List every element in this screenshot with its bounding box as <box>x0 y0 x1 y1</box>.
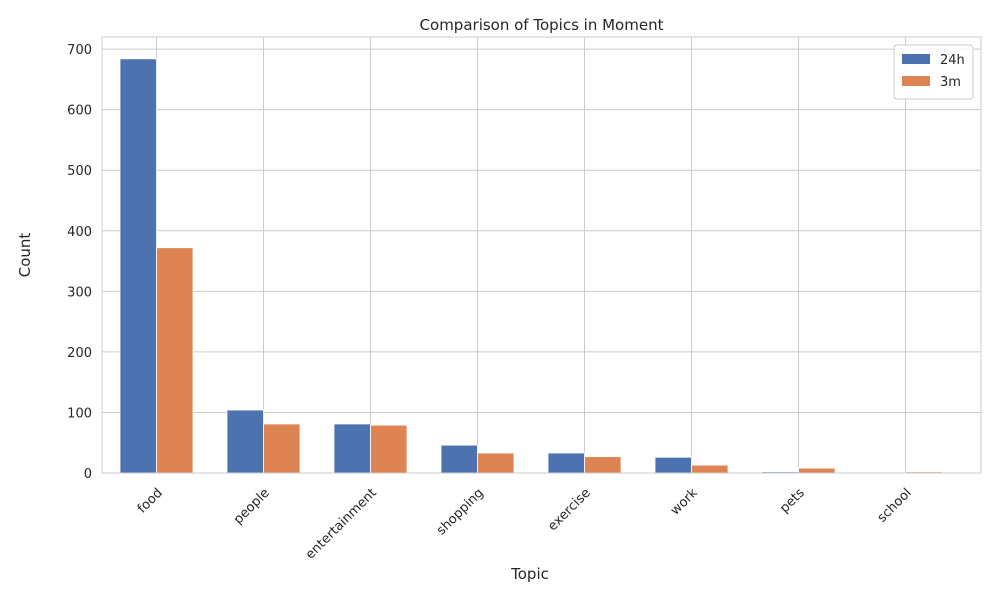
legend-label-3m: 3m <box>940 75 961 90</box>
y-tick-label: 600 <box>67 104 92 119</box>
chart-title: Comparison of Topics in Moment <box>420 16 664 34</box>
legend-swatch-3m <box>902 76 930 86</box>
bar-24h-people <box>226 409 264 474</box>
bar-3m-pets <box>798 467 836 474</box>
y-tick-label: 200 <box>67 346 92 361</box>
bars <box>119 58 943 474</box>
bar-3m-entertainment <box>370 424 408 474</box>
plot-frame <box>101 36 982 474</box>
bar-24h-shopping <box>440 444 478 474</box>
legend-label-24h: 24h <box>940 53 965 68</box>
y-axis-title: Count <box>16 233 34 278</box>
y-tick-label: 100 <box>67 406 92 421</box>
legend-swatch-24h <box>902 54 930 64</box>
bar-3m-people <box>263 423 301 474</box>
bar-24h-entertainment <box>333 423 371 474</box>
bar-3m-work <box>691 464 729 474</box>
y-tick-label: 500 <box>67 164 92 179</box>
y-tick-label: 300 <box>67 285 92 300</box>
x-axis-title: Topic <box>510 565 549 583</box>
bar-24h-food <box>119 58 157 474</box>
y-tick-label: 0 <box>84 467 92 482</box>
bar-24h-exercise <box>547 452 585 474</box>
bar-24h-work <box>654 456 692 474</box>
bar-3m-shopping <box>477 452 515 474</box>
y-tick-label: 400 <box>67 225 92 240</box>
y-tick-label: 700 <box>67 43 92 58</box>
bar-3m-exercise <box>584 456 622 474</box>
bar-3m-food <box>156 247 194 474</box>
